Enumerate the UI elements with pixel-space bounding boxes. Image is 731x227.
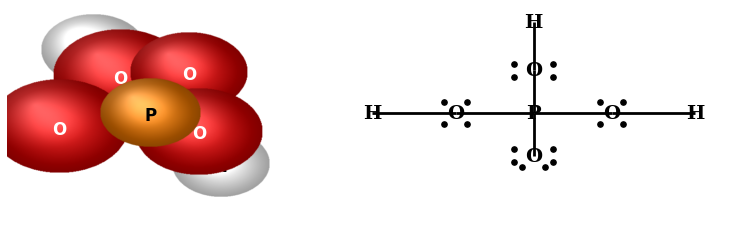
Text: H: H [686, 105, 705, 122]
Text: O: O [182, 66, 196, 84]
Text: O: O [192, 125, 206, 143]
Text: H: H [86, 43, 100, 61]
Text: O: O [603, 105, 620, 122]
Text: O: O [113, 69, 127, 87]
Text: P: P [144, 106, 156, 124]
Text: H: H [39, 126, 53, 143]
Text: H: H [363, 105, 382, 122]
Text: H: H [214, 157, 228, 175]
Text: O: O [447, 105, 464, 122]
Text: O: O [53, 121, 67, 138]
Text: P: P [526, 105, 541, 122]
Text: H: H [524, 14, 543, 32]
Text: O: O [525, 147, 542, 165]
Text: O: O [525, 62, 542, 80]
